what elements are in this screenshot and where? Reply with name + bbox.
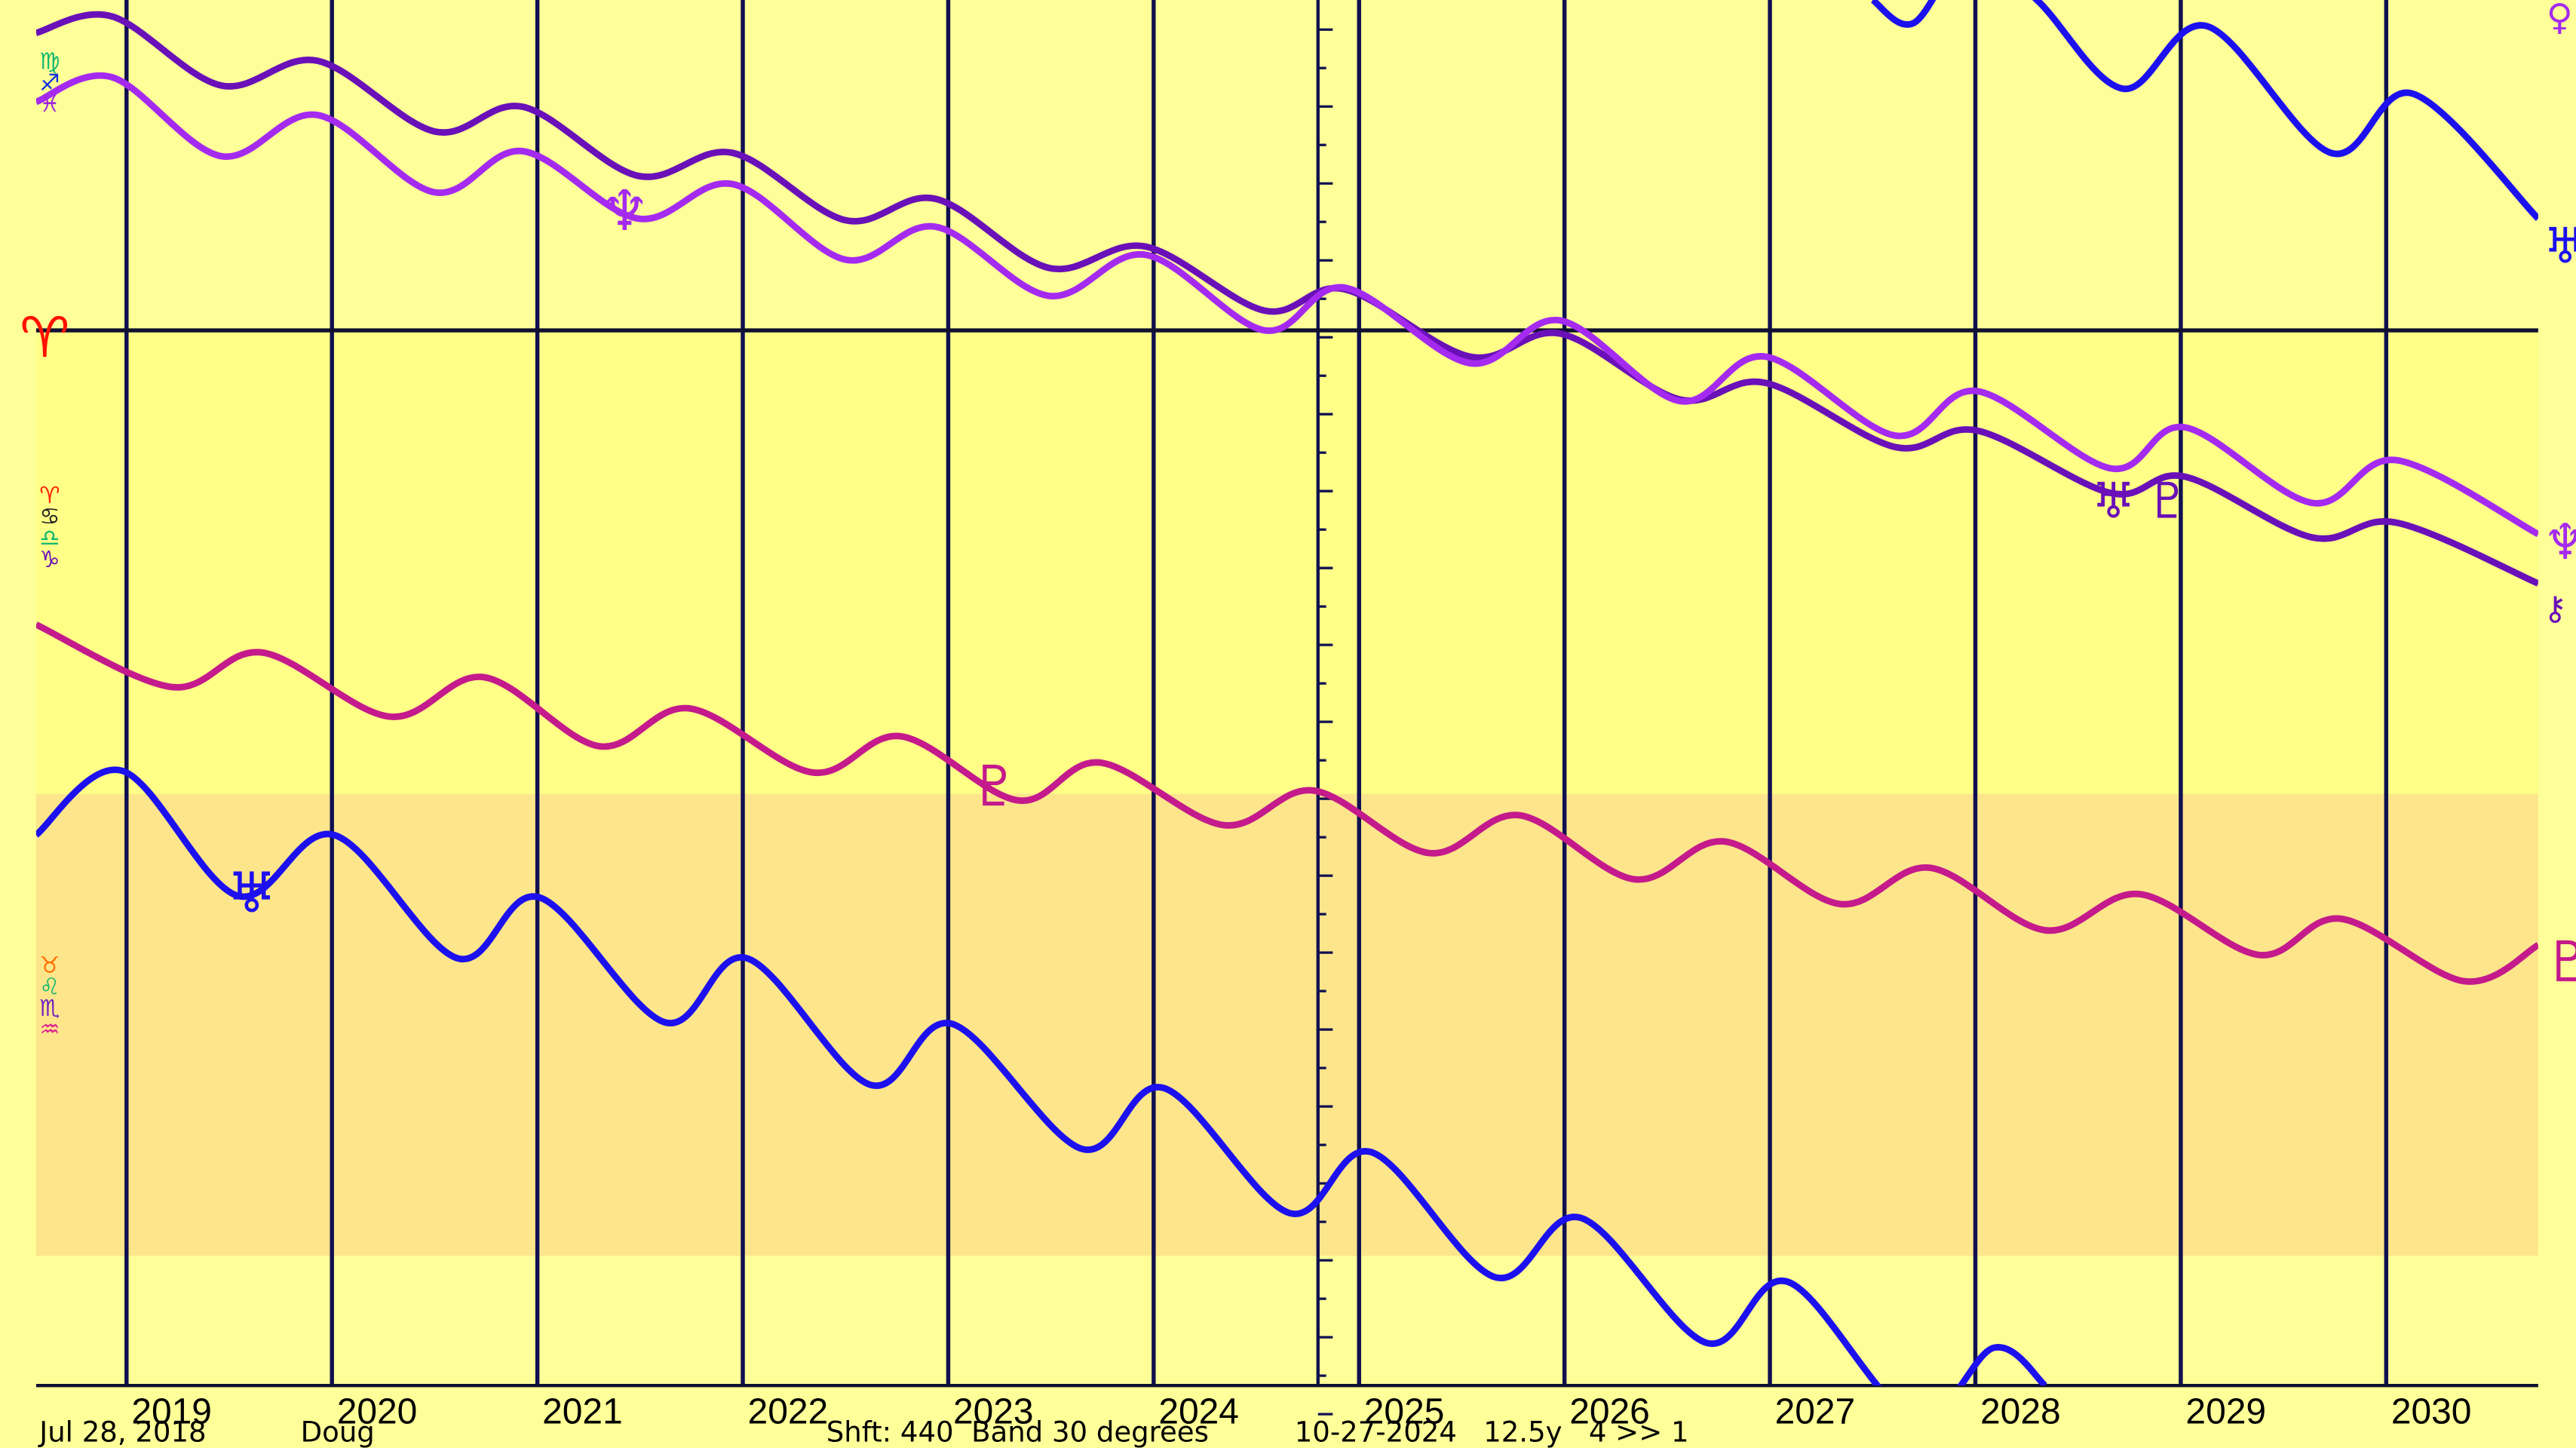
series-line	[1870, 0, 2538, 221]
planet-glyph: ♅	[2091, 472, 2136, 529]
x-tick-label: 2019	[131, 1391, 212, 1431]
planet-glyph: ♅	[2543, 218, 2576, 275]
planet-glyph: ♅	[227, 861, 277, 926]
x-tick-label: 2024	[1158, 1391, 1239, 1431]
x-tick-label: 2022	[748, 1391, 829, 1431]
footer-date: Jul 28, 2018	[38, 1416, 206, 1448]
sign-glyph: ♏	[39, 996, 60, 1022]
series-line	[35, 766, 2048, 1386]
upper-zone	[35, 330, 2538, 794]
series-line	[35, 72, 2538, 538]
series-line	[35, 11, 2538, 587]
sign-glyph: ♐	[39, 70, 60, 97]
sign-glyph: ♌	[39, 974, 60, 1000]
planet-glyph: ♀	[2547, 0, 2573, 38]
x-tick-label: 2027	[1775, 1391, 1856, 1431]
planet-glyph: ♇	[2543, 930, 2576, 995]
x-tick-label: 2020	[337, 1391, 418, 1431]
x-tick-label: 2025	[1364, 1391, 1445, 1431]
sign-glyph: ♋	[39, 504, 60, 530]
sign-glyph: ♉	[39, 953, 60, 979]
sign-glyph: ♎	[39, 526, 60, 552]
planet-glyph: ⚷	[2543, 591, 2567, 628]
sign-glyph: ♓	[39, 91, 60, 118]
sign-glyph: ♒	[39, 1017, 60, 1043]
planet-glyph: ♇	[2145, 472, 2190, 529]
aries-glyph: ♈	[20, 305, 69, 370]
footer-settings: Shft: 440 Band 30 degrees	[826, 1416, 1209, 1448]
series-line	[35, 621, 2538, 985]
sign-glyph: ♍	[39, 49, 60, 75]
planet-glyph: ♆	[600, 179, 649, 244]
footer-name: Doug	[301, 1416, 375, 1448]
footer-info: 10-27-2024 12.5y 4 >> 1	[1295, 1416, 1689, 1448]
band	[35, 793, 2538, 1256]
x-tick-label: 2028	[1980, 1391, 2061, 1431]
x-tick-label: 2023	[953, 1391, 1034, 1431]
x-tick-label: 2029	[2185, 1391, 2266, 1431]
sign-glyph: ♈	[39, 483, 60, 509]
x-tick-label: 2021	[542, 1391, 623, 1431]
planet-glyph: ♇	[969, 754, 1019, 819]
x-tick-label: 2030	[2391, 1391, 2472, 1431]
sign-glyph: ♑	[39, 547, 60, 573]
planet-glyph: ♆	[2543, 514, 2576, 571]
x-tick-label: 2026	[1569, 1391, 1650, 1431]
